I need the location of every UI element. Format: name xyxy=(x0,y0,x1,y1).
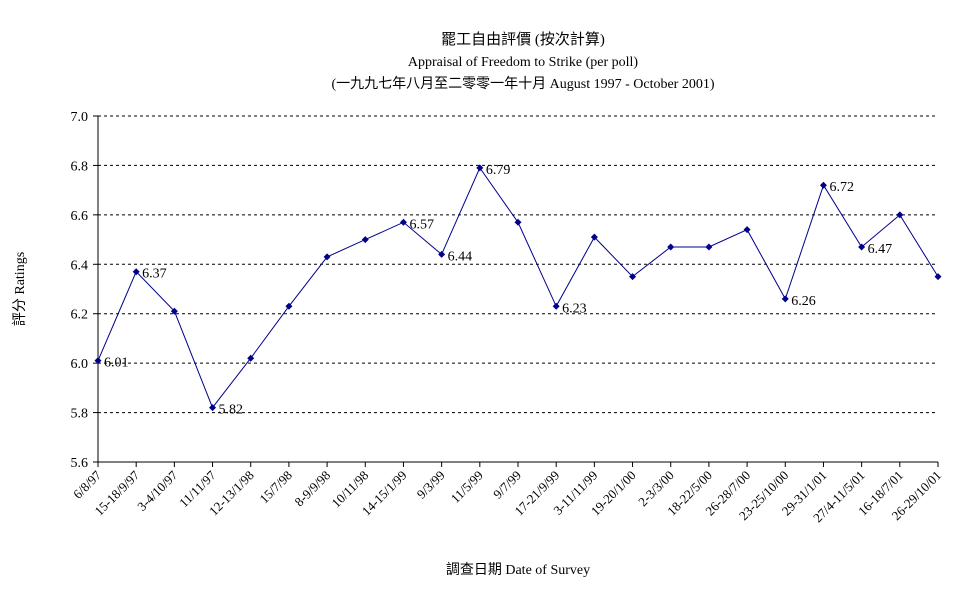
data-point xyxy=(247,354,255,362)
data-label: 6.01 xyxy=(104,356,129,371)
data-point xyxy=(743,226,751,234)
data-point xyxy=(170,307,178,315)
data-point xyxy=(705,243,713,251)
data-label: 6.23 xyxy=(562,301,587,316)
x-tick-label: 6/8/97 xyxy=(70,467,104,501)
data-point xyxy=(667,243,675,251)
x-tick-label: 15/7/98 xyxy=(256,468,295,507)
data-label: 6.47 xyxy=(868,242,893,257)
data-point xyxy=(361,236,369,244)
gridlines xyxy=(98,115,938,414)
data-point xyxy=(285,302,293,310)
x-tick-label: 3-4/10/97 xyxy=(134,467,181,514)
data-label: 6.72 xyxy=(829,180,854,195)
x-tick-label: 8-9/9/98 xyxy=(291,468,333,510)
data-point xyxy=(438,250,446,258)
data-label: 6.37 xyxy=(142,267,167,282)
data-label: 6.26 xyxy=(791,294,816,309)
data-labels: 6.01 6.37 5.82 6.57 6.44 6.79 6.23 6.26 6.72 6.47 xyxy=(104,163,892,418)
y-tick-labels: 5.6 5.8 6.0 6.2 6.4 6.6 6.8 7.0 xyxy=(71,110,89,471)
y-tick-label: 6.4 xyxy=(71,258,89,273)
data-point xyxy=(934,273,942,281)
y-tick-label: 6.6 xyxy=(71,209,89,224)
chart-subtitle-period: (一九九七年八月至二零零一年十月 August 1997 - October 2… xyxy=(331,76,714,92)
data-point xyxy=(858,243,866,251)
data-point xyxy=(399,218,407,226)
data-point xyxy=(94,357,102,365)
data-point xyxy=(323,253,331,261)
data-point xyxy=(781,295,789,303)
x-tick-label: 11/5/99 xyxy=(448,468,486,506)
chart-subtitle: Appraisal of Freedom to Strike (per poll… xyxy=(408,55,639,70)
x-tick-label: 9/7/99 xyxy=(490,468,524,502)
x-tick-label: 9/3/99 xyxy=(414,468,448,502)
data-point xyxy=(590,233,598,241)
data-label: 5.82 xyxy=(219,403,244,418)
x-tick-labels: 6/8/9715-18/9/973-4/10/9711/11/9712-13/1… xyxy=(70,467,944,525)
data-point xyxy=(819,181,827,189)
axes xyxy=(93,115,939,467)
data-point xyxy=(896,211,904,219)
data-point xyxy=(552,302,560,310)
data-label: 6.57 xyxy=(409,217,434,232)
y-tick-label: 6.2 xyxy=(71,308,89,323)
y-tick-label: 7.0 xyxy=(71,110,89,125)
y-tick-label: 6.0 xyxy=(71,357,89,372)
series-line xyxy=(97,166,939,409)
data-point xyxy=(476,164,484,172)
data-point xyxy=(132,268,140,276)
y-tick-label: 5.8 xyxy=(71,407,89,422)
y-tick-label: 5.6 xyxy=(71,456,89,471)
data-point xyxy=(514,218,522,226)
y-tick-label: 6.8 xyxy=(71,159,89,174)
data-point xyxy=(209,404,217,412)
data-point xyxy=(629,273,637,281)
data-label: 6.44 xyxy=(448,249,473,264)
series-ratings xyxy=(94,164,942,412)
data-label: 6.79 xyxy=(486,163,511,178)
y-axis-title: 評分 Ratings xyxy=(12,252,28,326)
chart-title: 罷工自由評價 (按次計算) xyxy=(441,30,605,48)
x-axis-title: 調查日期 Date of Survey xyxy=(446,562,590,578)
